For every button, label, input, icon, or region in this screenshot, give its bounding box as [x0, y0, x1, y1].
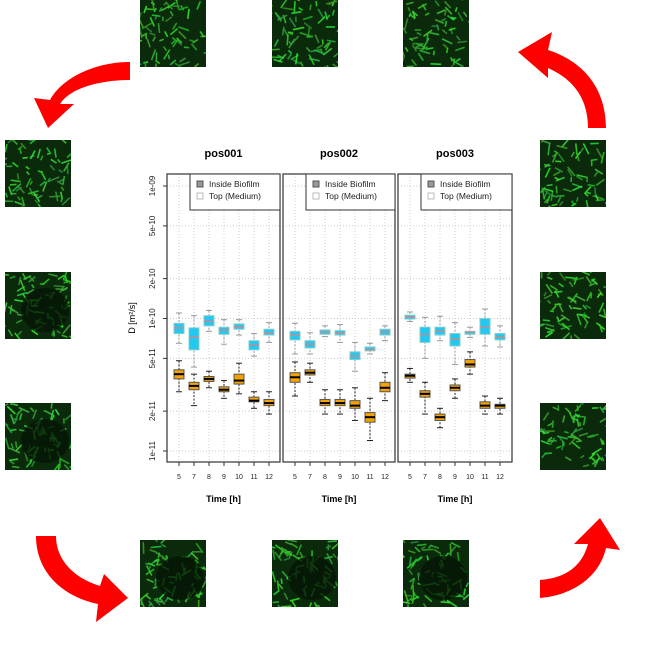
arrow-top-left-icon [34, 62, 130, 128]
biofilm-image [540, 403, 606, 470]
biofilm-image [5, 272, 71, 339]
biofilm-image [5, 403, 71, 470]
arrow-bottom-left-icon [36, 536, 128, 622]
box [218, 326, 230, 335]
y-tick-label: 1e-10 [148, 308, 157, 329]
x-tick-label: 7 [308, 474, 312, 481]
legend-swatch [196, 180, 204, 188]
panel-title: pos003 [436, 148, 474, 160]
arrow-top-right-icon [518, 32, 606, 128]
biofilm-image [540, 140, 606, 207]
y-tick-label: 1e-11 [148, 441, 157, 461]
legend-label: Inside Biofilm [440, 179, 491, 189]
box [233, 373, 245, 385]
box [364, 346, 376, 352]
box [349, 400, 361, 409]
legend-box [305, 173, 396, 211]
biofilm-image [5, 140, 71, 207]
x-axis-label: Time [h] [206, 494, 241, 504]
x-tick-label: 10 [235, 474, 243, 481]
biofilm-image [140, 0, 206, 67]
legend-label: Top (Medium) [325, 191, 377, 201]
legend-label: Top (Medium) [440, 191, 492, 201]
panel-title: pos001 [205, 148, 243, 160]
box [449, 333, 461, 347]
x-tick-label: 7 [423, 474, 427, 481]
panel-title: pos002 [320, 148, 358, 160]
x-axis-label: Time [h] [438, 494, 473, 504]
x-tick-label: 5 [293, 474, 297, 481]
x-tick-label: 12 [496, 474, 504, 481]
biofilm-image [403, 0, 469, 67]
box [248, 396, 260, 403]
biofilm-image [403, 540, 469, 607]
box [203, 315, 215, 327]
x-tick-label: 12 [381, 474, 389, 481]
x-tick-label: 9 [338, 474, 342, 481]
y-tick-label: 1e-09 [148, 175, 157, 196]
x-tick-label: 11 [250, 474, 257, 481]
legend-label: Top (Medium) [209, 191, 261, 201]
box [263, 328, 275, 336]
x-tick-label: 10 [351, 474, 359, 481]
box [479, 318, 491, 335]
y-tick-label: 2e-11 [148, 401, 157, 421]
x-tick-label: 5 [408, 474, 412, 481]
x-tick-label: 9 [453, 474, 457, 481]
x-tick-label: 12 [265, 474, 273, 481]
box [464, 359, 476, 368]
y-tick-label: 5e-10 [148, 215, 157, 236]
biofilm-image [272, 0, 338, 67]
legend-swatch [427, 192, 435, 200]
legend-box [189, 173, 281, 211]
x-axis-label: Time [h] [322, 494, 357, 504]
x-tick-label: 11 [481, 474, 488, 481]
x-tick-label: 5 [177, 474, 181, 481]
box [494, 333, 506, 341]
y-axis-label: D [m²/s] [127, 302, 137, 334]
panel-frame [282, 173, 396, 463]
y-tick-label: 5e-11 [148, 348, 157, 368]
legend-swatch [427, 180, 435, 188]
x-tick-label: 7 [192, 474, 196, 481]
legend-swatch [312, 180, 320, 188]
x-tick-label: 8 [207, 474, 211, 481]
box [188, 327, 200, 351]
legend-swatch [312, 192, 320, 200]
arrow-bottom-right-icon [540, 518, 620, 598]
x-tick-label: 8 [438, 474, 442, 481]
biofilm-image [272, 540, 338, 607]
x-tick-label: 10 [466, 474, 474, 481]
x-tick-label: 9 [222, 474, 226, 481]
legend-label: Inside Biofilm [209, 179, 260, 189]
y-tick-label: 2e-10 [148, 268, 157, 289]
biofilm-image [140, 540, 206, 607]
x-tick-label: 8 [323, 474, 327, 481]
x-tick-label: 11 [366, 474, 373, 481]
legend-label: Inside Biofilm [325, 179, 376, 189]
box [464, 330, 476, 335]
legend-swatch [196, 192, 204, 200]
biofilm-image [540, 272, 606, 339]
legend-box [420, 173, 513, 211]
